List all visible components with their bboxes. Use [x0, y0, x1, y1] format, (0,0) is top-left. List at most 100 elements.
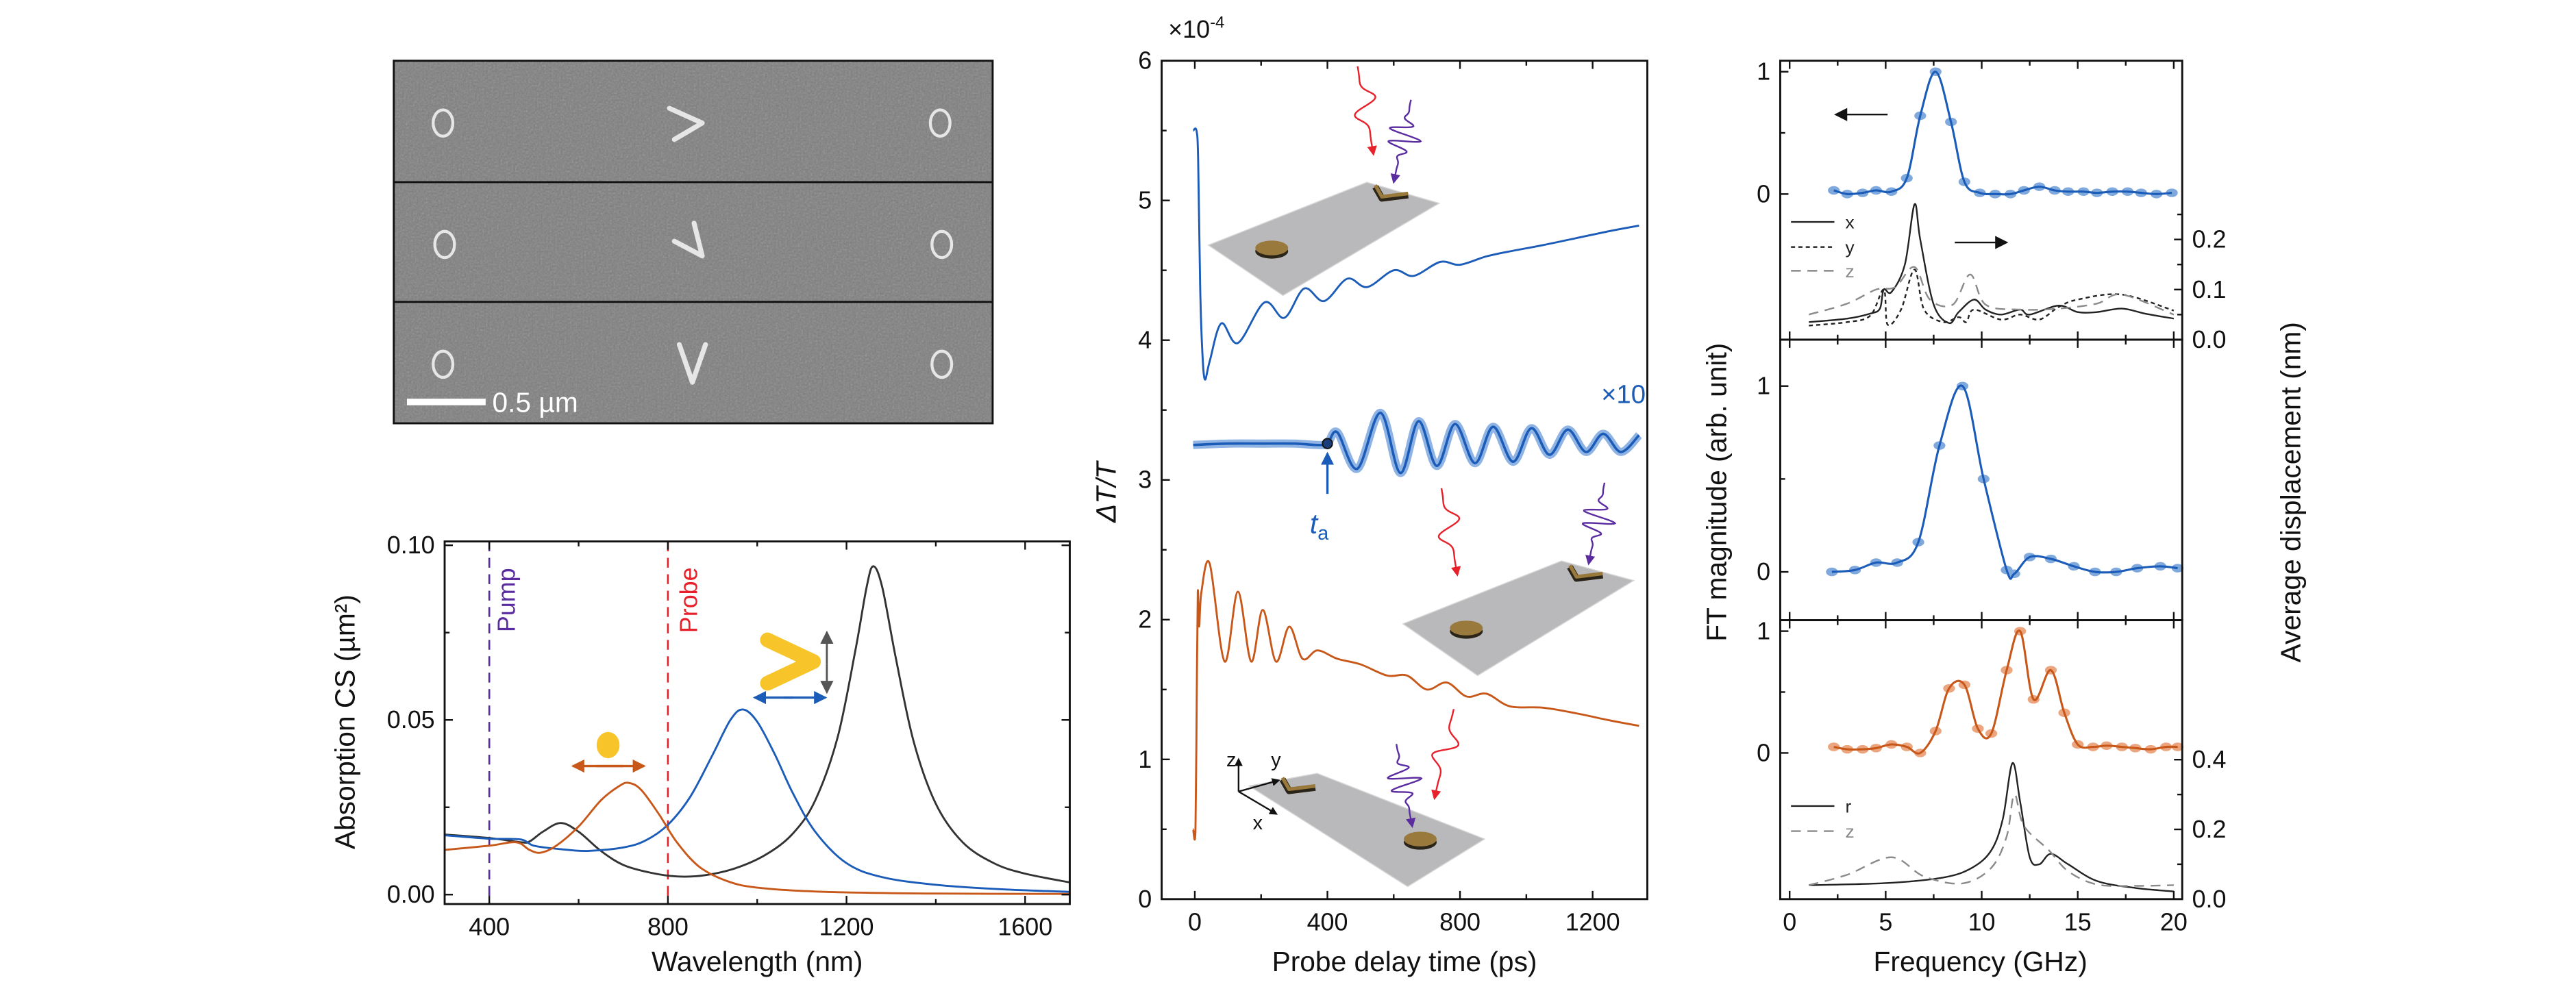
v-antenna [676, 342, 708, 385]
x-tick-label: 800 [1439, 907, 1481, 936]
legend-label: y [1846, 237, 1855, 258]
x-tick-label: 5 [1879, 907, 1892, 936]
y-right-tick-label: 0.2 [2192, 815, 2227, 843]
plot-frame [1779, 60, 2183, 341]
x-tick-label: 1200 [1565, 907, 1620, 936]
y-tick-label: 0 [1757, 179, 1770, 208]
x-tick-label: 400 [469, 913, 510, 941]
nanodisk [930, 349, 954, 379]
coord-y-label: y [1271, 749, 1281, 771]
x-tick-label: 800 [647, 913, 689, 941]
v-antenna-top [1374, 184, 1409, 199]
absorption-series [444, 781, 1070, 895]
y-right-tick-label: 0.2 [2192, 225, 2227, 253]
y-tick-label: 0.00 [387, 880, 435, 908]
ft-data-point [2171, 564, 2184, 573]
x-tick-label: 1600 [998, 913, 1052, 941]
probe-label: Probe [674, 567, 702, 633]
nanodisk-top [1450, 620, 1483, 636]
v-antenna [667, 105, 705, 142]
scale-bar-label: 0.5 µm [492, 386, 578, 418]
plot-frame [1779, 619, 2183, 901]
displacement-r-series [1809, 762, 2174, 892]
v-antenna-top [1280, 777, 1316, 792]
substrate-icon [1248, 773, 1486, 888]
absorption-chart: Pump Probe 400 800 1200 1600 0.00 0.05 0.10 Wavel… [329, 531, 1071, 977]
substrate-icon [1207, 181, 1441, 297]
y-tick-label: 6 [1138, 47, 1152, 75]
pump-pulse-icon [1581, 482, 1617, 566]
ft-data-point [1828, 186, 1840, 195]
v-antenna [671, 221, 705, 259]
displacement-z-series [1808, 266, 2175, 316]
legend-label: x [1846, 212, 1855, 233]
x-tick-label: 20 [2160, 907, 2188, 936]
y-axis-title: ΔT/T [1091, 460, 1122, 523]
y-right-tick-label: 0.1 [2192, 275, 2227, 303]
y-tick-label: 0.05 [387, 705, 435, 733]
probe-pulse-icon [1431, 709, 1460, 801]
ft-panel-1: xyz 0.0 0.1 0.2 0 1 [1757, 58, 2226, 353]
v-antenna-icon [760, 632, 821, 691]
v-antenna-trace [1192, 127, 1639, 381]
plot-frame [1161, 60, 1648, 901]
y-tick-label: 5 [1138, 186, 1152, 214]
v-antenna-top [1568, 564, 1603, 579]
nanodisk [928, 108, 952, 138]
y-tick-label: 0.10 [387, 531, 435, 559]
y-right-tick-label: 0.0 [2192, 325, 2227, 353]
displacement-y-series [1809, 268, 2175, 327]
ft-data-point [1828, 742, 1840, 751]
ft-fit-curve [1833, 71, 2172, 196]
legend-label: z [1846, 821, 1855, 842]
scale-factor-label: ×10 [1601, 380, 1646, 410]
y-tick-label: 1 [1757, 372, 1770, 400]
nanodisk [433, 229, 456, 260]
displacement-x-series [1809, 203, 2175, 325]
x-tick-label: 10 [1968, 907, 1996, 936]
pump-pulse-icon [1387, 744, 1423, 829]
substrate-icon [1402, 560, 1635, 677]
coord-x-label: x [1253, 812, 1263, 834]
x-tick-label: 400 [1307, 907, 1348, 936]
coord-z-label: z [1226, 749, 1236, 771]
ft-fit-curve [1831, 384, 2178, 580]
y-right-axis-title: Average displacement (nm) [2275, 322, 2307, 662]
y-right-tick-label: 0.0 [2192, 885, 2227, 913]
legend-label: z [1846, 261, 1855, 281]
x-tick-label: 0 [1188, 907, 1202, 936]
probe-pulse-icon [1437, 488, 1461, 577]
transient-transmission-chart: z y x ta ×10 0 400 800 1200 0 1 2 3 4 5 6 ×10-4 Probe del… [1091, 14, 1648, 977]
nanodisk-top [1255, 240, 1289, 255]
legend-label: r [1846, 796, 1852, 816]
nanodisk [930, 229, 954, 260]
y-right-tick-label: 0.4 [2192, 745, 2227, 773]
nanodisk [432, 108, 455, 138]
ta-marker [1322, 438, 1333, 449]
absorption-series [444, 708, 1070, 893]
absorption-series [444, 565, 1070, 883]
ft-data-point [1826, 567, 1838, 577]
ft-data-point [2171, 742, 2184, 751]
y-tick-label: 3 [1138, 466, 1152, 494]
pump-pulse-icon [1387, 99, 1422, 184]
y-tick-label: 0 [1138, 885, 1152, 913]
nanodisk-trace [1192, 560, 1639, 841]
x-tick-label: 15 [2064, 907, 2092, 936]
x-tick-label: 0 [1783, 907, 1796, 936]
x-axis-title: Probe delay time (ps) [1272, 946, 1537, 977]
x-axis-title: Frequency (GHz) [1874, 946, 2088, 977]
y-axis-title: Absorption CS (µm²) [329, 594, 360, 849]
probe-pulse-icon [1354, 66, 1377, 156]
nanodisk [432, 349, 455, 379]
ft-fit-curve [1833, 629, 2178, 755]
nanodisk-icon [596, 731, 620, 759]
ta-label: ta [1310, 507, 1328, 544]
pump-label: Pump [492, 568, 520, 632]
y-axis-arrow-icon [1238, 778, 1280, 792]
ft-panel-2: 01 [1757, 338, 2184, 622]
y-tick-label: 0 [1757, 557, 1770, 586]
